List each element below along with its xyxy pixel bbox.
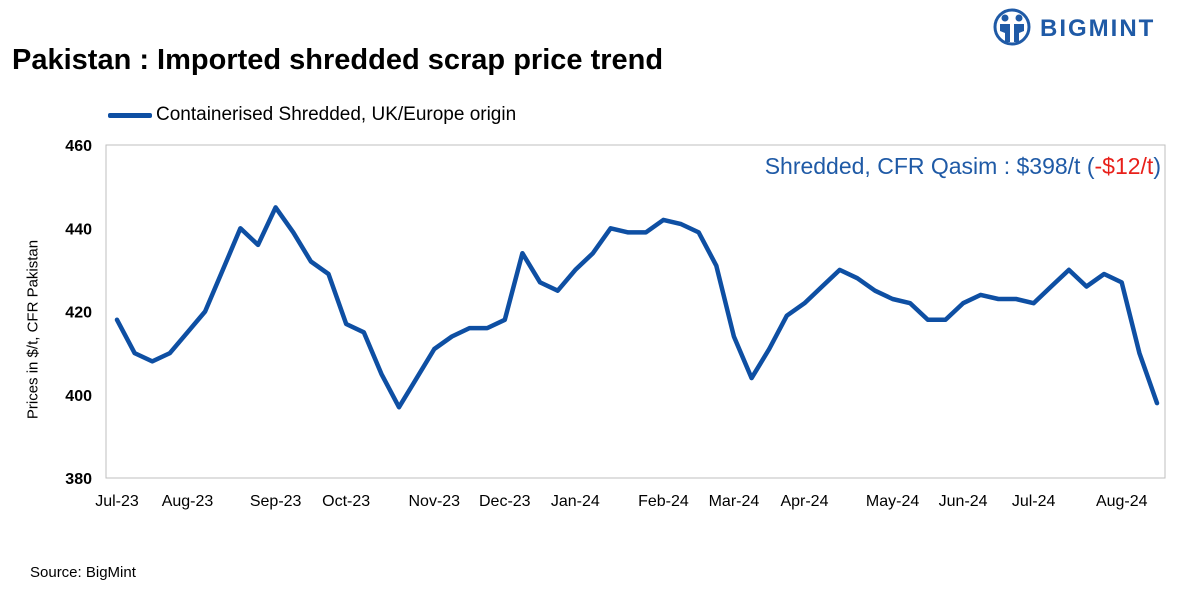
x-tick-label: Mar-24 bbox=[709, 493, 760, 510]
x-tick-label: Dec-23 bbox=[479, 493, 531, 510]
x-tick-label: May-24 bbox=[866, 493, 919, 510]
x-tick-label: Jun-24 bbox=[939, 493, 988, 510]
x-tick-label: Feb-24 bbox=[638, 493, 689, 510]
x-tick-label: Aug-23 bbox=[162, 493, 214, 510]
y-tick-label: 400 bbox=[65, 388, 92, 405]
x-tick-label: Aug-24 bbox=[1096, 493, 1148, 510]
plot-area-border bbox=[105, 144, 1166, 479]
x-tick-label: Oct-23 bbox=[322, 493, 370, 510]
annotation-suffix: ) bbox=[1153, 153, 1161, 179]
x-tick-label: Jul-23 bbox=[95, 493, 139, 510]
series-line-containerised-shredded bbox=[114, 205, 1160, 410]
x-tick-label: Jan-24 bbox=[551, 493, 600, 510]
y-tick-label: 460 bbox=[65, 138, 92, 155]
source-note: Source: BigMint bbox=[30, 564, 136, 581]
x-tick-label: Nov-23 bbox=[408, 493, 460, 510]
x-tick-label: Jul-24 bbox=[1012, 493, 1056, 510]
x-tick-label: Sep-23 bbox=[250, 493, 302, 510]
annotation-prefix: Shredded, CFR Qasim : $398/t ( bbox=[764, 153, 1095, 179]
brand-name: BIGMINT bbox=[1040, 15, 1156, 42]
bigmint-logo-icon bbox=[993, 8, 1031, 46]
price-annotation: Shredded, CFR Qasim : $398/t (-$12/t) bbox=[765, 153, 1161, 180]
legend-swatch bbox=[108, 113, 152, 118]
chart-title: Pakistan : Imported shredded scrap price… bbox=[12, 44, 664, 76]
legend-label: Containerised Shredded, UK/Europe origin bbox=[156, 104, 517, 125]
y-tick-label: 440 bbox=[65, 221, 92, 238]
annotation-change: -$12/t bbox=[1094, 153, 1154, 179]
y-tick-label: 420 bbox=[65, 305, 92, 322]
brand-logo: BIGMINT bbox=[990, 6, 1190, 48]
x-tick-label: Apr-24 bbox=[780, 493, 828, 510]
y-tick-label: 380 bbox=[65, 471, 92, 488]
